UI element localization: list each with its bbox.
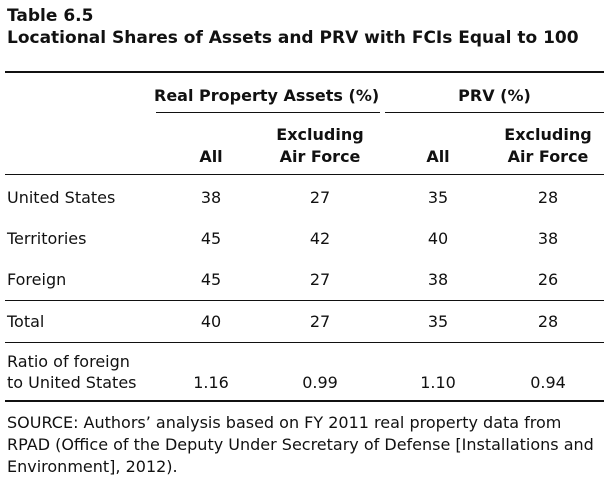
top-rule — [5, 71, 604, 73]
table-cell: 35 — [427, 312, 449, 331]
subheader-rpa-all: All — [199, 147, 223, 166]
row-label-ratio-line1: Ratio of foreign — [7, 352, 130, 371]
table-cell: 45 — [200, 229, 222, 248]
group-rule-real-property — [156, 112, 380, 113]
table-cell: 0.94 — [530, 373, 566, 392]
source-note: SOURCE: Authors’ analysis based on FY 20… — [7, 413, 594, 476]
table-cell: 42 — [309, 229, 331, 248]
row-label-territories: Territories — [7, 229, 87, 248]
bottom-rule — [5, 400, 604, 402]
row-label-united-states: United States — [7, 188, 116, 207]
group-rule-prv — [385, 112, 604, 113]
table-cell: 1.10 — [420, 373, 456, 392]
subheader-rpa-excl-line1: Excluding — [276, 125, 364, 144]
table-cell: 40 — [200, 312, 222, 331]
table-cell: 28 — [537, 188, 559, 207]
group-header-real-property: Real Property Assets (%) — [154, 86, 380, 105]
table-cell: 27 — [309, 188, 331, 207]
row-label-foreign: Foreign — [7, 270, 67, 289]
table-title: Locational Shares of Assets and PRV with… — [7, 28, 579, 48]
subheader-prv-all: All — [426, 147, 450, 166]
table-cell: 38 — [427, 270, 449, 289]
subheader-prv-excl-line2: Air Force — [507, 147, 589, 166]
table-cell: 38 — [537, 229, 559, 248]
table-cell: 28 — [537, 312, 559, 331]
group-header-prv: PRV (%) — [458, 86, 531, 105]
row-label-ratio-line2: to United States — [7, 373, 137, 392]
table-cell: 1.16 — [193, 373, 229, 392]
table-caption: Table 6.5 Locational Shares of Assets an… — [7, 5, 602, 49]
table-cell: 45 — [200, 270, 222, 289]
total-rule — [5, 300, 604, 301]
header-rule — [5, 174, 604, 175]
table-cell: 35 — [427, 188, 449, 207]
table-cell: 0.99 — [302, 373, 338, 392]
row-label-total: Total — [7, 312, 45, 331]
subheader-rpa-excl-line2: Air Force — [279, 147, 361, 166]
table-cell: 26 — [537, 270, 559, 289]
subheader-prv-excl-line1: Excluding — [504, 125, 592, 144]
ratio-rule — [5, 342, 604, 343]
table-cell: 27 — [309, 270, 331, 289]
table-number: Table 6.5 — [7, 6, 94, 26]
table-cell: 27 — [309, 312, 331, 331]
table-cell: 38 — [200, 188, 222, 207]
table-cell: 40 — [427, 229, 449, 248]
